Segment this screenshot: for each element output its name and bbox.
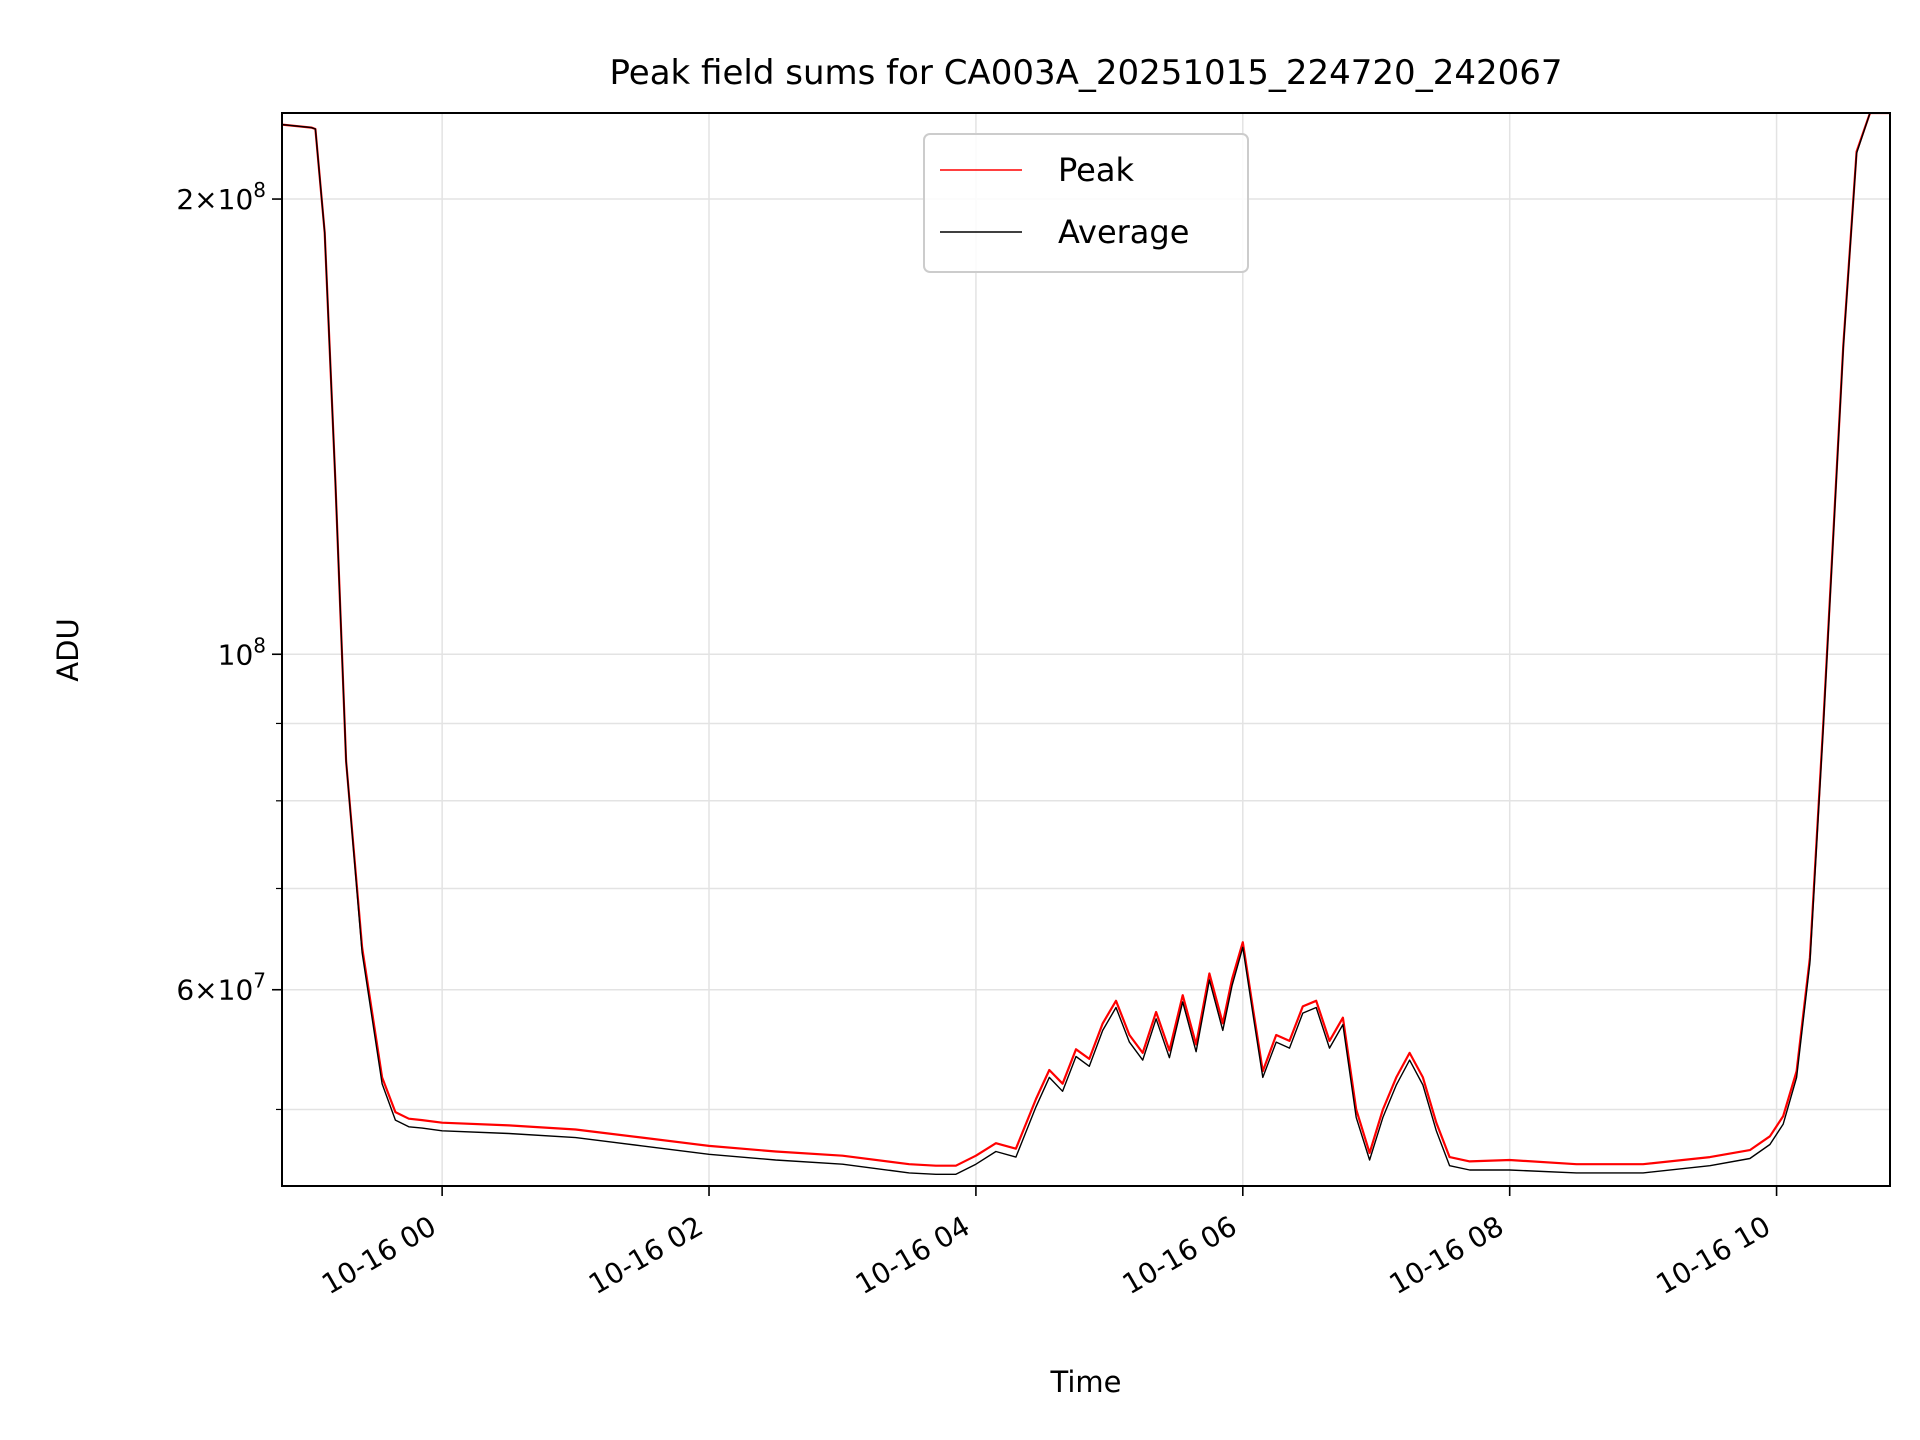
series-line-peak [282, 113, 1890, 1167]
plot-frame [281, 112, 1891, 1187]
legend-label-peak: Peak [1058, 151, 1134, 189]
x-tick-label: 10-16 10 [1651, 1209, 1777, 1301]
series-line-average [282, 113, 1890, 1175]
y-axis: 6×107 108 2×108 [176, 178, 282, 1111]
y-tick-label: 6×107 [176, 969, 266, 1007]
x-tick-label: 10-16 00 [316, 1209, 442, 1301]
legend-box [923, 133, 1249, 273]
x-tick-label: 10-16 02 [583, 1209, 709, 1301]
legend-label-average: Average [1058, 213, 1189, 251]
y-tick-label: 2×108 [176, 178, 266, 216]
x-tick-label: 10-16 08 [1384, 1209, 1510, 1301]
x-tick-label: 10-16 06 [1117, 1209, 1243, 1301]
x-axis-label: Time [1050, 1365, 1122, 1399]
y-axis-label: ADU [51, 618, 85, 681]
grid [282, 113, 1890, 1186]
chart-title: Peak field sums for CA003A_20251015_2247… [610, 53, 1563, 93]
legend: Peak Average [923, 133, 1249, 273]
series-lines [282, 113, 1890, 1175]
x-tick-label: 10-16 04 [850, 1209, 976, 1301]
x-axis: 10-16 00 10-16 02 10-16 04 10-16 06 10-16 08… [316, 1186, 1778, 1301]
y-tick-label: 108 [218, 633, 266, 671]
